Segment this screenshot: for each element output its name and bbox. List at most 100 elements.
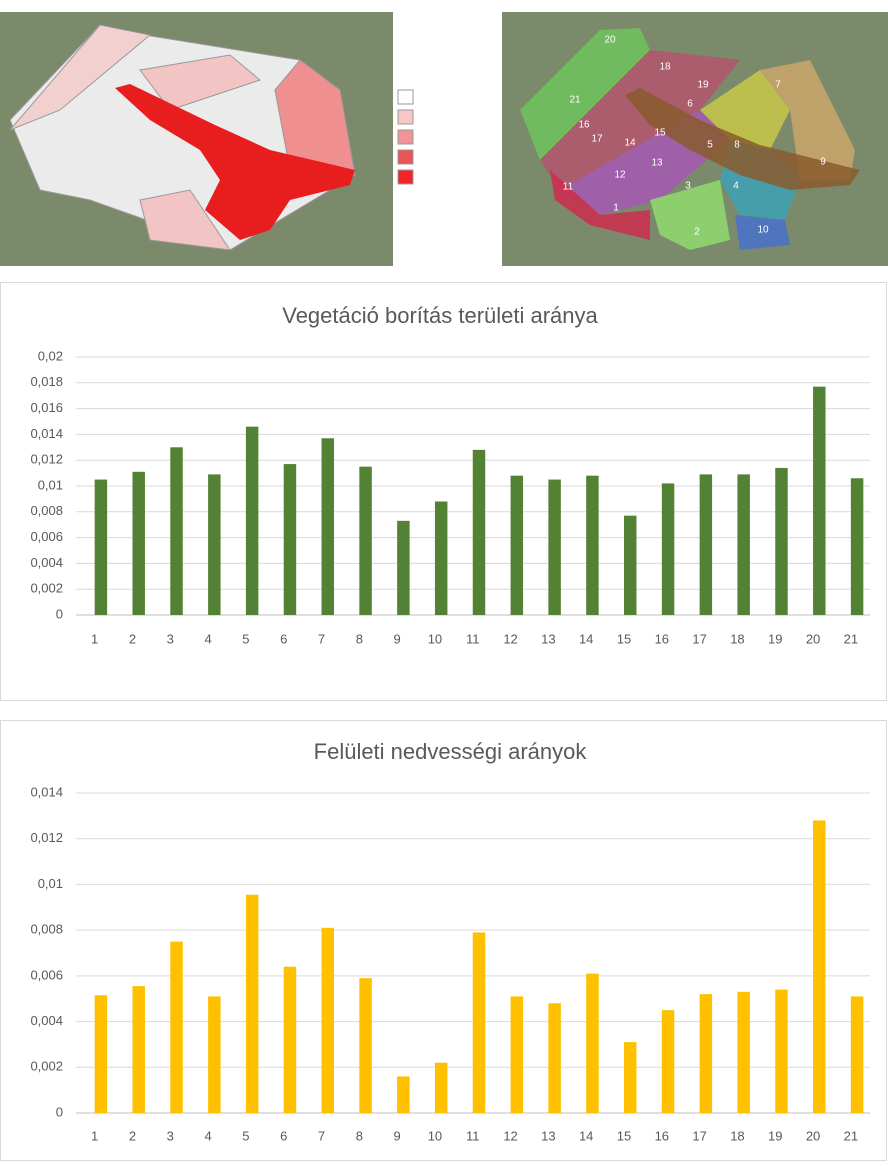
bar	[245, 426, 259, 615]
x-tick-label: 9	[394, 631, 401, 646]
x-tick-label: 2	[129, 631, 136, 646]
bar	[359, 466, 372, 615]
bar	[132, 471, 145, 615]
x-tick-label: 9	[394, 1128, 401, 1143]
region	[139, 189, 232, 251]
bar	[661, 483, 675, 615]
x-tick-label: 17	[692, 631, 706, 646]
bar	[548, 1003, 561, 1113]
x-tick-label: 10	[428, 1128, 442, 1143]
bar	[775, 467, 788, 615]
x-tick-label: 19	[768, 1128, 782, 1143]
x-tick-label: 19	[768, 631, 782, 646]
y-tick-label: 0,018	[30, 374, 63, 389]
bar	[699, 474, 713, 615]
x-tick-label: 13	[541, 1128, 555, 1143]
district	[540, 50, 740, 190]
district-label: 5	[707, 140, 713, 151]
district-label: 8	[734, 140, 740, 151]
district	[735, 215, 790, 250]
y-tick-label: 0,014	[30, 426, 63, 441]
bar	[813, 820, 826, 1113]
bar	[623, 1042, 637, 1113]
bar	[434, 1062, 448, 1113]
x-tick-label: 7	[318, 631, 325, 646]
y-tick-label: 0,01	[38, 477, 63, 492]
x-tick-label: 20	[806, 1128, 820, 1143]
bar	[775, 989, 788, 1113]
map-legend	[397, 89, 414, 185]
region	[139, 54, 262, 111]
district-label: 13	[651, 158, 663, 169]
district-label: 12	[614, 170, 626, 181]
y-tick-label: 0,002	[30, 1059, 63, 1074]
district	[650, 180, 730, 250]
y-tick-label: 0	[56, 606, 63, 621]
risk-map	[0, 12, 393, 266]
x-tick-label: 18	[730, 631, 744, 646]
bar	[397, 520, 410, 615]
district-label: 19	[697, 80, 709, 91]
x-tick-label: 3	[167, 631, 174, 646]
bar	[661, 1010, 675, 1113]
bar	[283, 464, 297, 615]
x-tick-label: 2	[129, 1128, 136, 1143]
bar	[359, 978, 372, 1113]
bar	[321, 438, 335, 615]
district-label: 6	[687, 99, 693, 110]
x-tick-label: 16	[655, 631, 669, 646]
bar	[208, 996, 221, 1113]
region	[115, 84, 355, 240]
x-tick-label: 14	[579, 1128, 593, 1143]
x-tick-label: 17	[692, 1128, 706, 1143]
bar	[472, 449, 486, 615]
bar	[94, 479, 108, 615]
y-tick-label: 0	[56, 1104, 63, 1119]
district-label: 9	[820, 157, 826, 168]
bar	[321, 927, 335, 1113]
bar	[510, 475, 524, 615]
x-tick-label: 1	[91, 1128, 98, 1143]
x-tick-label: 12	[503, 1128, 517, 1143]
bar	[586, 973, 599, 1113]
bar	[737, 474, 750, 615]
district-label: 20	[604, 35, 616, 46]
x-tick-label: 16	[655, 1128, 669, 1143]
chart-title: Felületi nedvességi arányok	[314, 739, 588, 764]
x-tick-label: 8	[356, 1128, 363, 1143]
legend-swatch	[397, 169, 414, 185]
x-tick-label: 5	[242, 1128, 249, 1143]
bar	[94, 995, 108, 1113]
y-tick-label: 0,01	[38, 876, 63, 891]
district-label: 21	[569, 95, 581, 106]
x-tick-label: 11	[466, 631, 480, 646]
y-tick-label: 0,012	[30, 830, 63, 845]
bar	[699, 994, 713, 1113]
bar	[434, 501, 448, 615]
district-label: 4	[733, 181, 739, 192]
x-tick-label: 15	[617, 1128, 631, 1143]
bar	[472, 932, 486, 1113]
bar	[850, 478, 864, 615]
x-tick-label: 20	[806, 631, 820, 646]
y-tick-label: 0,002	[30, 581, 63, 596]
district-label: 15	[654, 128, 666, 139]
x-tick-label: 21	[844, 1128, 858, 1143]
district-label: 10	[757, 225, 769, 236]
y-tick-label: 0,004	[30, 1013, 63, 1028]
x-tick-label: 6	[280, 1128, 287, 1143]
district-label: 16	[578, 120, 590, 131]
bar	[170, 447, 183, 615]
district	[760, 60, 855, 180]
y-tick-label: 0,014	[30, 784, 63, 799]
bar	[623, 515, 637, 615]
district	[550, 170, 650, 240]
x-tick-label: 8	[356, 631, 363, 646]
bar	[245, 894, 259, 1113]
legend-swatch	[397, 109, 414, 125]
bar	[397, 1076, 410, 1113]
legend-swatch	[397, 89, 414, 105]
district-label: 3	[685, 181, 691, 192]
